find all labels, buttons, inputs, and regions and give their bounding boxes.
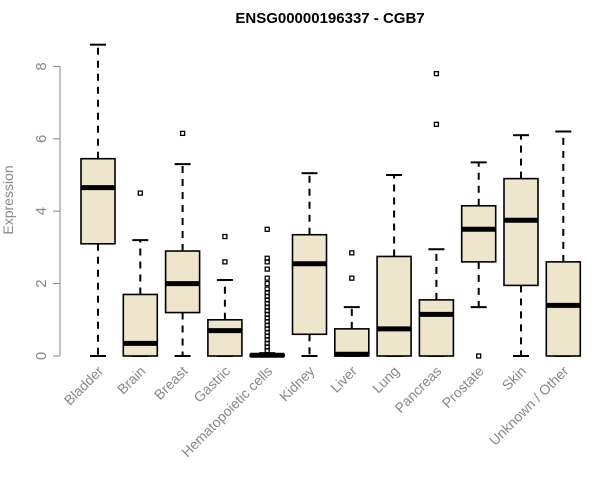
outlier-point — [264, 255, 270, 261]
chart-title: ENSG00000196337 - CGB7 — [235, 10, 424, 27]
x-tick-label: Prostate — [439, 363, 487, 411]
y-axis-label: Expression — [0, 165, 16, 234]
box-iqr — [503, 177, 539, 287]
box-prostate — [460, 161, 497, 359]
y-tick-label: 0 — [33, 352, 50, 360]
x-tick-label: Liver — [327, 363, 360, 396]
outlier-point — [264, 275, 270, 281]
x-tick-label: Brain — [114, 363, 148, 397]
outlier-point — [264, 280, 270, 287]
outlier-point — [264, 226, 270, 232]
outlier-point — [137, 190, 143, 196]
box-iqr — [207, 318, 243, 357]
box-brain — [122, 190, 159, 357]
x-tick-label: Unknown / Other — [486, 363, 572, 449]
y-tick-label: 2 — [33, 279, 50, 287]
outlier-point — [264, 266, 270, 272]
x-tick-label: Lung — [369, 363, 402, 396]
box-hematopoietic-cells — [249, 226, 285, 358]
box-iqr — [418, 299, 455, 357]
box-iqr — [333, 328, 370, 357]
box-iqr — [545, 261, 582, 357]
x-tick-label: Breast — [151, 363, 191, 403]
y-tick-label: 8 — [33, 62, 50, 70]
x-tick-label: Skin — [499, 363, 530, 394]
box-iqr — [376, 255, 412, 357]
outlier-point — [179, 130, 186, 137]
y-tick-label: 6 — [33, 135, 50, 143]
box-iqr — [122, 293, 159, 357]
y-tick-label: 4 — [33, 207, 50, 215]
box-skin — [503, 134, 539, 357]
box-kidney — [291, 172, 328, 357]
outlier-point — [222, 259, 228, 265]
box-breast — [164, 130, 201, 357]
outlier-point — [433, 70, 440, 77]
box-liver — [333, 250, 370, 357]
x-tick-label: Kidney — [276, 363, 318, 405]
box-gastric — [207, 233, 243, 357]
box-unknown-other — [545, 130, 582, 357]
outlier-point — [349, 275, 355, 281]
box-iqr — [460, 204, 497, 263]
box-bladder — [80, 43, 116, 357]
box-iqr — [80, 157, 116, 245]
outlier-point — [222, 233, 228, 240]
outlier-point — [349, 250, 355, 256]
outlier-point — [264, 286, 270, 292]
box-lung — [376, 174, 412, 357]
outlier-point — [476, 353, 482, 359]
x-tick-label: Pancreas — [391, 363, 444, 416]
y-axis: 0 2 4 6 8 — [33, 62, 61, 360]
boxes-group — [80, 43, 582, 359]
box-iqr — [291, 233, 328, 336]
x-tick-label: Bladder — [61, 363, 107, 409]
box-pancreas — [418, 70, 455, 357]
outlier-point — [433, 121, 440, 127]
